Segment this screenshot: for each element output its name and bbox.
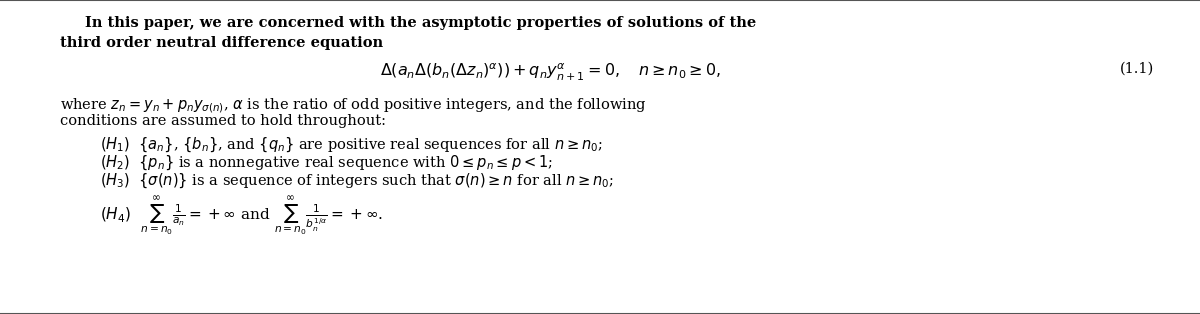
- Text: $(H_1)$  $\{a_n\}$, $\{b_n\}$, and $\{q_n\}$ are positive real sequences for all: $(H_1)$ $\{a_n\}$, $\{b_n\}$, and $\{q_n…: [100, 136, 602, 154]
- Text: (1.1): (1.1): [1120, 62, 1154, 76]
- Text: conditions are assumed to hold throughout:: conditions are assumed to hold throughou…: [60, 114, 386, 128]
- Text: $(H_3)$  $\{\sigma(n)\}$ is a sequence of integers such that $\sigma(n) \geq n$ : $(H_3)$ $\{\sigma(n)\}$ is a sequence of…: [100, 172, 614, 190]
- Text: $(H_2)$  $\{p_n\}$ is a nonnegative real sequence with $0 \leq p_n \leq p < 1$;: $(H_2)$ $\{p_n\}$ is a nonnegative real …: [100, 154, 553, 172]
- Text: $(H_4)$  $\sum_{n=n_0}^{\infty} \frac{1}{a_n} = +\infty$ and $\sum_{n=n_0}^{\inf: $(H_4)$ $\sum_{n=n_0}^{\infty} \frac{1}{…: [100, 194, 383, 238]
- Text: third order neutral difference equation: third order neutral difference equation: [60, 36, 383, 50]
- Text: where $z_n = y_n + p_ny_{\sigma(n)}$, $\alpha$ is the ratio of odd positive inte: where $z_n = y_n + p_ny_{\sigma(n)}$, $\…: [60, 96, 647, 115]
- Text: $\Delta(a_n\Delta(b_n(\Delta z_n)^{\alpha})) + q_ny^{\alpha}_{n+1} = 0, \quad n : $\Delta(a_n\Delta(b_n(\Delta z_n)^{\alph…: [379, 62, 720, 83]
- Text: In this paper, we are concerned with the asymptotic properties of solutions of t: In this paper, we are concerned with the…: [85, 16, 756, 30]
